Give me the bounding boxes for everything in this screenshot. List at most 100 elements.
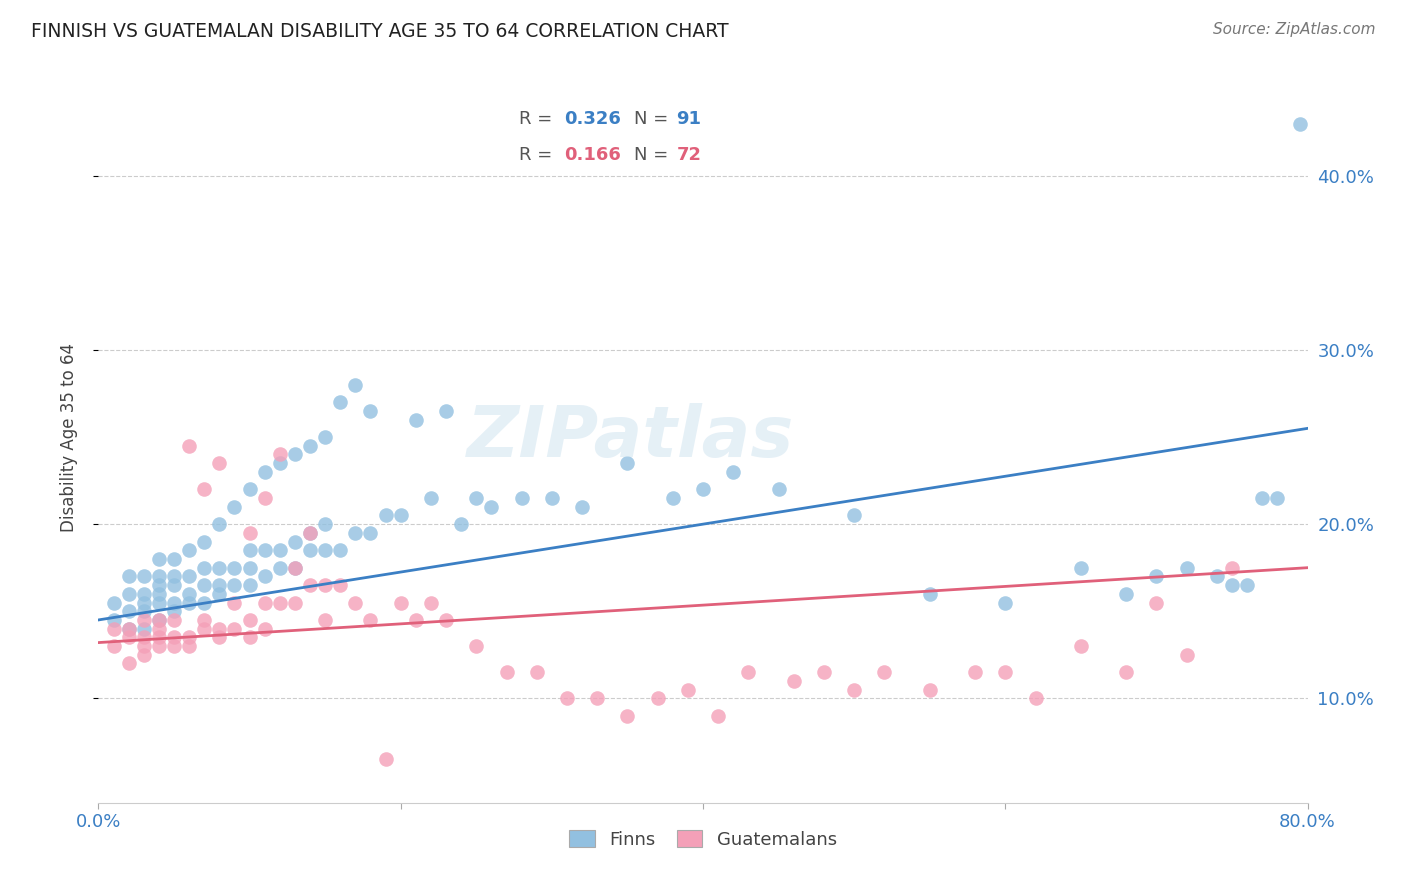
Point [132, 631, 155, 645]
Point [360, 404, 382, 418]
Point [253, 465, 276, 479]
Point [299, 578, 322, 592]
Point [661, 491, 683, 505]
Point [420, 595, 443, 609]
Point [148, 622, 170, 636]
Y-axis label: Disability Age 35 to 64: Disability Age 35 to 64 [59, 343, 77, 532]
Point [420, 491, 443, 505]
Text: N =: N = [634, 110, 673, 128]
Point [179, 569, 201, 583]
Point [193, 595, 215, 609]
Point [510, 491, 533, 505]
Point [179, 543, 201, 558]
Point [253, 595, 276, 609]
Point [208, 631, 231, 645]
Point [118, 622, 141, 636]
Point [434, 404, 457, 418]
Point [1289, 117, 1312, 131]
Point [783, 673, 806, 688]
Point [450, 517, 472, 532]
Point [813, 665, 835, 680]
Point [994, 595, 1017, 609]
Point [224, 500, 246, 514]
Point [239, 613, 262, 627]
Point [253, 622, 276, 636]
Text: R =: R = [519, 146, 558, 164]
Point [1236, 578, 1258, 592]
Point [723, 465, 745, 479]
Point [299, 525, 322, 540]
Point [299, 439, 322, 453]
Point [148, 631, 170, 645]
Point [314, 613, 336, 627]
Point [118, 569, 141, 583]
Point [269, 595, 291, 609]
Point [253, 543, 276, 558]
Point [1144, 595, 1167, 609]
Point [676, 682, 699, 697]
Point [148, 578, 170, 592]
Point [1024, 691, 1046, 706]
Point [132, 587, 155, 601]
Point [208, 560, 231, 574]
Point [269, 448, 291, 462]
Point [284, 560, 307, 574]
Point [253, 569, 276, 583]
Point [132, 595, 155, 609]
Point [148, 552, 170, 566]
Point [737, 665, 759, 680]
Point [224, 622, 246, 636]
Point [193, 622, 215, 636]
Point [179, 639, 201, 653]
Point [314, 517, 336, 532]
Point [526, 665, 548, 680]
Point [329, 395, 352, 409]
Point [118, 631, 141, 645]
Text: 0.166: 0.166 [564, 146, 621, 164]
Point [1070, 639, 1092, 653]
Point [555, 691, 578, 706]
Text: Source: ZipAtlas.com: Source: ZipAtlas.com [1212, 22, 1375, 37]
Point [193, 560, 215, 574]
Point [118, 622, 141, 636]
Point [374, 752, 396, 766]
Point [329, 543, 352, 558]
Point [208, 578, 231, 592]
Point [239, 578, 262, 592]
Point [163, 578, 186, 592]
Point [1220, 578, 1243, 592]
Point [239, 525, 262, 540]
Point [132, 639, 155, 653]
Point [314, 578, 336, 592]
Point [179, 595, 201, 609]
Legend: Finns, Guatemalans: Finns, Guatemalans [562, 822, 844, 856]
Text: R =: R = [519, 110, 558, 128]
Point [208, 587, 231, 601]
Point [481, 500, 503, 514]
Point [118, 604, 141, 618]
Point [132, 648, 155, 662]
Point [148, 613, 170, 627]
Point [103, 622, 125, 636]
Point [586, 691, 609, 706]
Point [1267, 491, 1289, 505]
Point [434, 613, 457, 627]
Point [1206, 569, 1229, 583]
Point [844, 682, 866, 697]
Point [647, 691, 669, 706]
Point [224, 595, 246, 609]
Point [495, 665, 517, 680]
Point [148, 587, 170, 601]
Point [344, 525, 367, 540]
Point [344, 377, 367, 392]
Point [269, 543, 291, 558]
Point [193, 613, 215, 627]
Point [163, 613, 186, 627]
Text: 91: 91 [676, 110, 702, 128]
Point [193, 534, 215, 549]
Point [918, 682, 941, 697]
Point [208, 517, 231, 532]
Point [148, 613, 170, 627]
Point [132, 613, 155, 627]
Point [616, 456, 638, 470]
